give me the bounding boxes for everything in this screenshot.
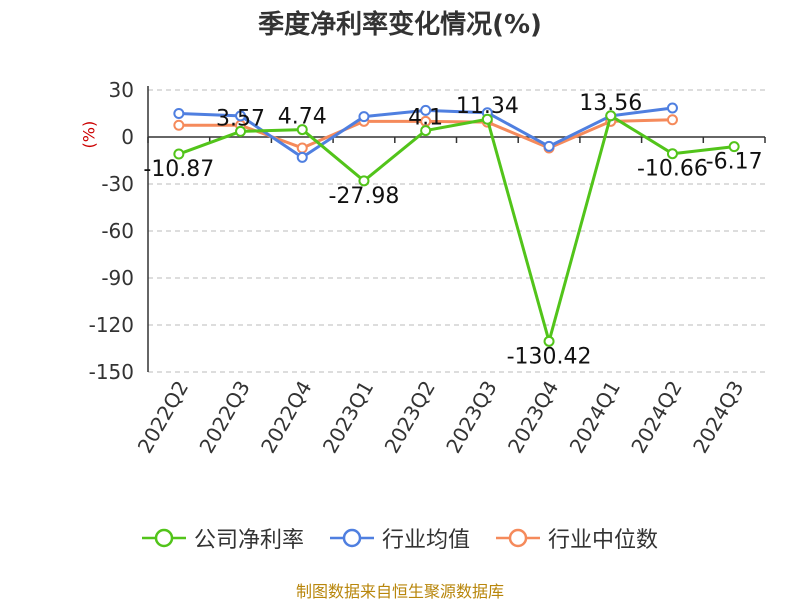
x-tick-label: 2023Q1 [318, 377, 378, 458]
chart-title: 季度净利率变化情况(%) [258, 10, 542, 40]
y-tick-label: -120 [89, 313, 134, 337]
legend-item-industry-median[interactable]: 行业中位数 [496, 522, 658, 554]
data-point [666, 102, 678, 114]
source-footer: 制图数据来自恒生聚源数据库 [295, 582, 504, 601]
data-point [358, 111, 370, 123]
data-point [296, 142, 308, 154]
legend-marker-icon [496, 528, 540, 548]
data-point [296, 151, 308, 163]
x-tick-label: 2023Q3 [441, 376, 501, 457]
y-tick-label: -30 [101, 172, 134, 196]
y-tick-label: -60 [101, 219, 134, 243]
y-tick-label: 30 [109, 78, 134, 102]
data-point [728, 141, 740, 153]
data-point [605, 110, 617, 122]
legend-item-industry-mean[interactable]: 行业均值 [329, 522, 470, 554]
data-point [358, 175, 370, 187]
data-point [420, 125, 432, 137]
data-point [296, 124, 308, 136]
data-point [235, 125, 247, 137]
data-label: 4.1 [408, 106, 443, 131]
data-label: -130.42 [507, 344, 592, 369]
data-point [173, 148, 185, 160]
x-tick-label: 2024Q1 [565, 377, 625, 458]
legend-item-company-net-margin[interactable]: 公司净利率 [141, 522, 304, 554]
data-point [543, 335, 555, 347]
x-tick-label: 2022Q4 [256, 377, 316, 458]
y-tick-label: -90 [101, 266, 134, 290]
x-tick-label: 2022Q2 [133, 377, 193, 458]
x-tick-label: 2023Q4 [503, 377, 563, 458]
x-tick-label: 2024Q3 [688, 377, 748, 458]
x-tick-label: 2024Q2 [626, 377, 686, 458]
data-label: 13.56 [579, 91, 642, 116]
y-tick-label: 0 [121, 125, 134, 149]
x-tick-label: 2023Q2 [380, 377, 440, 458]
data-point [173, 108, 185, 119]
data-point [543, 140, 555, 152]
data-label: -27.98 [328, 184, 399, 209]
chart-legend: 公司净利率 行业均值 行业中位数 [0, 520, 800, 556]
data-point [420, 104, 432, 116]
legend-marker-icon [329, 528, 374, 548]
data-point [235, 110, 247, 122]
data-point [481, 113, 493, 125]
data-label: -10.87 [143, 157, 214, 182]
data-label: 3.57 [216, 106, 265, 131]
data-label: -6.17 [706, 150, 763, 175]
data-label: -10.66 [637, 157, 708, 182]
legend-marker-icon [141, 528, 186, 548]
series-line [178, 114, 735, 343]
y-tick-label: -150 [89, 360, 134, 384]
data-point [666, 148, 678, 160]
legend-label: 行业均值 [381, 528, 470, 553]
legend-label: 行业中位数 [548, 528, 659, 553]
legend-label: 公司净利率 [193, 528, 304, 553]
data-label: 4.74 [278, 105, 327, 130]
data-label: 11.34 [456, 94, 519, 119]
x-tick-label: 2022Q3 [194, 377, 254, 458]
data-point [666, 114, 678, 126]
data-point [173, 119, 185, 131]
